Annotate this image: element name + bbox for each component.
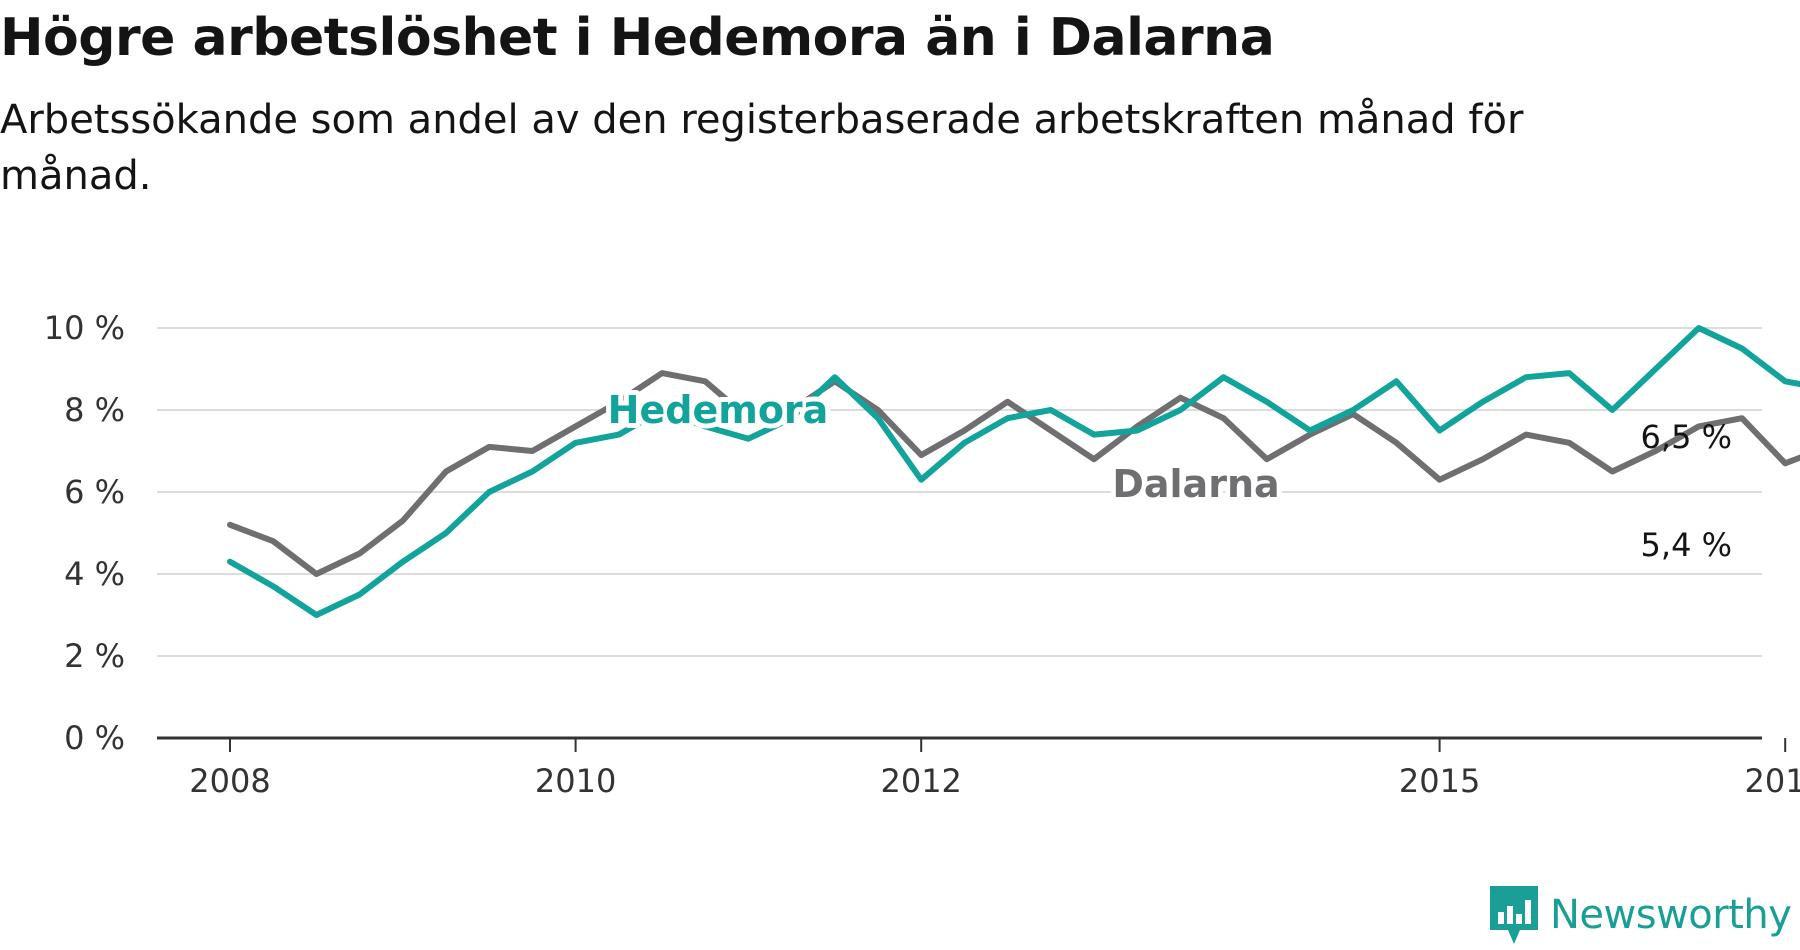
series-lines (227, 325, 1800, 618)
chart-subtitle: Arbetssökande som andel av den registerb… (0, 97, 1524, 199)
y-tick-label: 8 % (64, 391, 125, 429)
series-labels: Hedemora Dalarna 6,5 % 5,4 % (603, 383, 1732, 564)
y-tick-label: 10 % (44, 309, 125, 347)
x-tick-label: 2008 (189, 762, 270, 800)
x-tick-label: 2012 (880, 762, 961, 800)
x-tick-label: 2017 (1744, 762, 1800, 800)
end-value-label-hedemora: 6,5 % (1641, 418, 1732, 456)
y-tick-label: 2 % (64, 637, 125, 675)
newsworthy-brand[interactable]: Newsworthy (1490, 880, 1792, 950)
y-axis-ticks: 0 % 2 % 4 % 6 % 8 % 10 % (44, 309, 125, 757)
series-label-dalarna: Dalarna (1112, 462, 1279, 506)
y-tick-label: 4 % (64, 555, 125, 593)
series-line-dalarna (227, 370, 1800, 577)
chart-title: Högre arbetslöshet i Hedemora än i Dalar… (0, 8, 1275, 68)
x-tick-label: 2015 (1399, 762, 1480, 800)
brand-name: Newsworthy (1550, 892, 1792, 938)
x-tick-label: 2010 (535, 762, 616, 800)
bar-chart-logo-icon (1490, 886, 1538, 944)
x-axis: 20082010201220152017202020222024 (157, 736, 1800, 800)
y-tick-label: 0 % (64, 719, 125, 757)
series-label-hedemora: Hedemora (608, 388, 829, 432)
end-value-label-dalarna: 5,4 % (1641, 526, 1732, 564)
y-tick-label: 6 % (64, 473, 125, 511)
series-line-hedemora (227, 325, 1800, 618)
